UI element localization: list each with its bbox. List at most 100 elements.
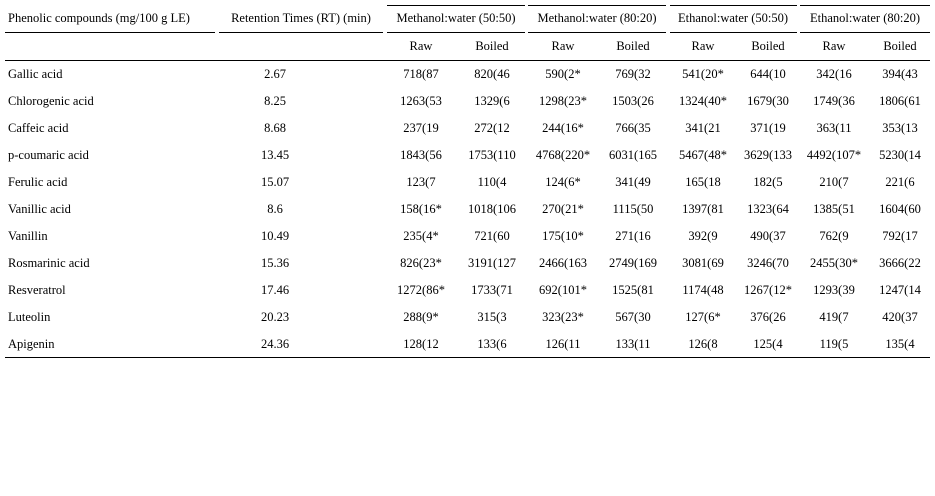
cell: 341(21 <box>685 121 720 135</box>
cell: 221(6 <box>885 175 914 189</box>
cell: 123(7 <box>406 175 435 189</box>
cell: 1385(51 <box>813 202 855 216</box>
cell: 3666(22 <box>879 256 921 270</box>
cell: 692(101* <box>539 283 587 297</box>
cell: 762(9 <box>819 229 848 243</box>
cell: 272(12 <box>474 121 509 135</box>
cell: 792(17 <box>882 229 917 243</box>
cell: 8.25 <box>264 94 286 108</box>
cell: 820(46 <box>474 67 509 81</box>
cell: 315(3 <box>477 310 506 324</box>
cell: 718(87 <box>403 67 438 81</box>
cell: 1604(60 <box>879 202 921 216</box>
row-label: Rosmarinic acid <box>8 256 90 270</box>
cell: 4492(107* <box>807 148 861 162</box>
cell: 420(37 <box>882 310 917 324</box>
sub-header: Raw <box>692 39 715 53</box>
cell: 1324(40* <box>679 94 727 108</box>
cell: 5467(48* <box>679 148 727 162</box>
cell: 1247(14 <box>879 283 921 297</box>
cell: 5230(14 <box>879 148 921 162</box>
cell: 158(16* <box>400 202 442 216</box>
cell: 3246(70 <box>747 256 789 270</box>
column-header: Methanol:water (80:20) <box>537 11 656 25</box>
cell: 210(7 <box>819 175 848 189</box>
cell: 1753(110 <box>468 148 515 162</box>
column-header: Ethanol:water (80:20) <box>810 11 920 25</box>
cell: 1679(30 <box>747 94 789 108</box>
cell: 2466(163 <box>539 256 587 270</box>
cell: 127(6* <box>685 310 720 324</box>
row-label: Luteolin <box>8 310 51 324</box>
cell: 353(13 <box>882 121 917 135</box>
column-header: Retention Times (RT) (min) <box>231 11 371 25</box>
cell: 15.07 <box>261 175 289 189</box>
cell: 394(43 <box>882 67 917 81</box>
cell: 1806(61 <box>879 94 921 108</box>
cell: 1293(39 <box>813 283 855 297</box>
cell: 826(23* <box>400 256 442 270</box>
cell: 8.6 <box>267 202 283 216</box>
cell: 3629(133 <box>744 148 792 162</box>
cell: 1018(106 <box>468 202 516 216</box>
cell: 490(37 <box>750 229 785 243</box>
cell: 1503(26 <box>612 94 654 108</box>
cell: 1749(36 <box>813 94 855 108</box>
cell: 237(19 <box>403 121 438 135</box>
cell: 165(18 <box>685 175 720 189</box>
cell: 175(10* <box>542 229 584 243</box>
cell: 119(5 <box>820 337 849 351</box>
cell: 567(30 <box>615 310 650 324</box>
sub-header: Boiled <box>616 39 650 53</box>
sub-header: Raw <box>552 39 575 53</box>
cell: 2455(30* <box>810 256 858 270</box>
cell: 1298(23* <box>539 94 587 108</box>
cell: 17.46 <box>261 283 289 297</box>
cell: 363(11 <box>817 121 852 135</box>
cell: 133(11 <box>616 337 651 351</box>
cell: 110(4 <box>478 175 507 189</box>
cell: 1843(56 <box>400 148 442 162</box>
cell: 1329(6 <box>474 94 509 108</box>
cell: 769(32 <box>615 67 650 81</box>
row-label: Chlorogenic acid <box>8 94 94 108</box>
cell: 1733(71 <box>471 283 513 297</box>
sub-header: Boiled <box>883 39 917 53</box>
sub-header: Raw <box>410 39 433 53</box>
cell: 392(9 <box>688 229 717 243</box>
cell: 541(20* <box>682 67 724 81</box>
column-header: Methanol:water (50:50) <box>396 11 515 25</box>
cell: 126(8 <box>688 337 717 351</box>
cell: 8.68 <box>264 121 286 135</box>
cell: 371(19 <box>750 121 785 135</box>
cell: 244(16* <box>542 121 584 135</box>
cell: 135(4 <box>885 337 915 351</box>
cell: 419(7 <box>819 310 848 324</box>
column-header: Phenolic compounds (mg/100 g LE) <box>8 11 190 25</box>
cell: 13.45 <box>261 148 289 162</box>
cell: 128(12 <box>403 337 438 351</box>
cell: 1263(53 <box>400 94 442 108</box>
cell: 4768(220* <box>536 148 590 162</box>
rules <box>5 5 930 358</box>
cell: 721(60 <box>474 229 509 243</box>
cell: 1115(50 <box>613 202 654 216</box>
cell: 288(9* <box>403 310 438 324</box>
cell: 126(11 <box>546 337 581 351</box>
cell: 3191(127 <box>468 256 516 270</box>
cell: 235(4* <box>403 229 438 243</box>
cell: 766(35 <box>615 121 650 135</box>
row-label: p-coumaric acid <box>8 148 90 162</box>
cell: 3081(69 <box>682 256 724 270</box>
cell: 323(23* <box>542 310 584 324</box>
cell: 125(4 <box>753 337 783 351</box>
row-label: Ferulic acid <box>8 175 68 189</box>
cell: 182(5 <box>753 175 782 189</box>
cell: 341(49 <box>615 175 650 189</box>
cell: 1525(81 <box>612 283 654 297</box>
row-label: Vanillin <box>8 229 48 243</box>
cell: 2749(169 <box>609 256 657 270</box>
column-header: Ethanol:water (50:50) <box>678 11 788 25</box>
row-label: Gallic acid <box>8 67 63 81</box>
